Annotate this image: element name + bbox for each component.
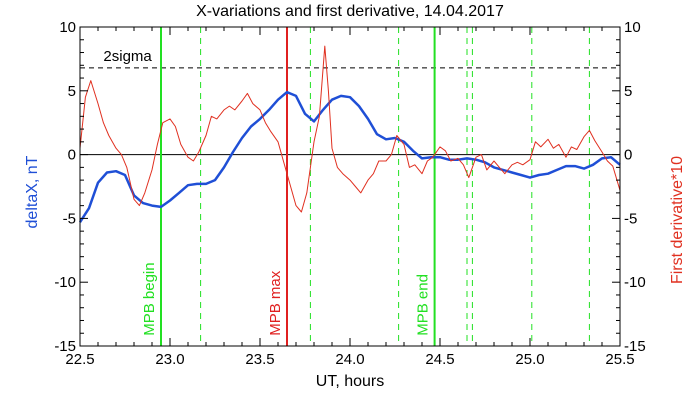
x-tick-label: 23.5 bbox=[245, 351, 274, 368]
y-tick-label-right: -5 bbox=[624, 210, 637, 227]
y-axis-right-label: First derivative*10 bbox=[669, 156, 686, 284]
marker-label-0: MPB begin bbox=[141, 262, 158, 335]
y-tick-label-left: -10 bbox=[54, 274, 76, 291]
x-tick-label: 23.0 bbox=[155, 351, 184, 368]
marker-label-1: MPB max bbox=[267, 270, 284, 336]
y-tick-label-right: 0 bbox=[624, 147, 632, 164]
series-line-1 bbox=[79, 45, 621, 213]
y-tick-label-left: 5 bbox=[68, 83, 76, 100]
x-axis-label: UT, hours bbox=[316, 373, 384, 390]
y-tick-label-left: 10 bbox=[59, 19, 76, 36]
chart-title: X-variations and first derivative, 14.04… bbox=[196, 3, 504, 20]
y-tick-label-right: 5 bbox=[624, 83, 632, 100]
y-tick-label-left: -5 bbox=[63, 210, 76, 227]
y-axis-left-label: deltaX, nT bbox=[24, 155, 41, 228]
plot-area: 2sigma MPB begin MPB max MPB end -15 -15 -10 -1… bbox=[54, 19, 645, 368]
y-tick-label-left: 0 bbox=[68, 147, 76, 164]
y-tick-label-right: 10 bbox=[624, 19, 641, 36]
y-tick-label-left: -15 bbox=[54, 338, 76, 355]
y-tick-label-right: -10 bbox=[624, 274, 646, 291]
marker-label-2: MPB end bbox=[415, 274, 432, 336]
x-tick-label: 25.5 bbox=[605, 351, 634, 368]
x-tick-label: 25.0 bbox=[515, 351, 544, 368]
x-tick-label: 22.5 bbox=[65, 351, 94, 368]
x-tick-label: 24.0 bbox=[335, 351, 364, 368]
y-tick-label-right: -15 bbox=[624, 338, 646, 355]
threshold-label: 2sigma bbox=[103, 48, 152, 65]
series-line-0 bbox=[78, 90, 621, 223]
x-tick-label: 24.5 bbox=[425, 351, 454, 368]
